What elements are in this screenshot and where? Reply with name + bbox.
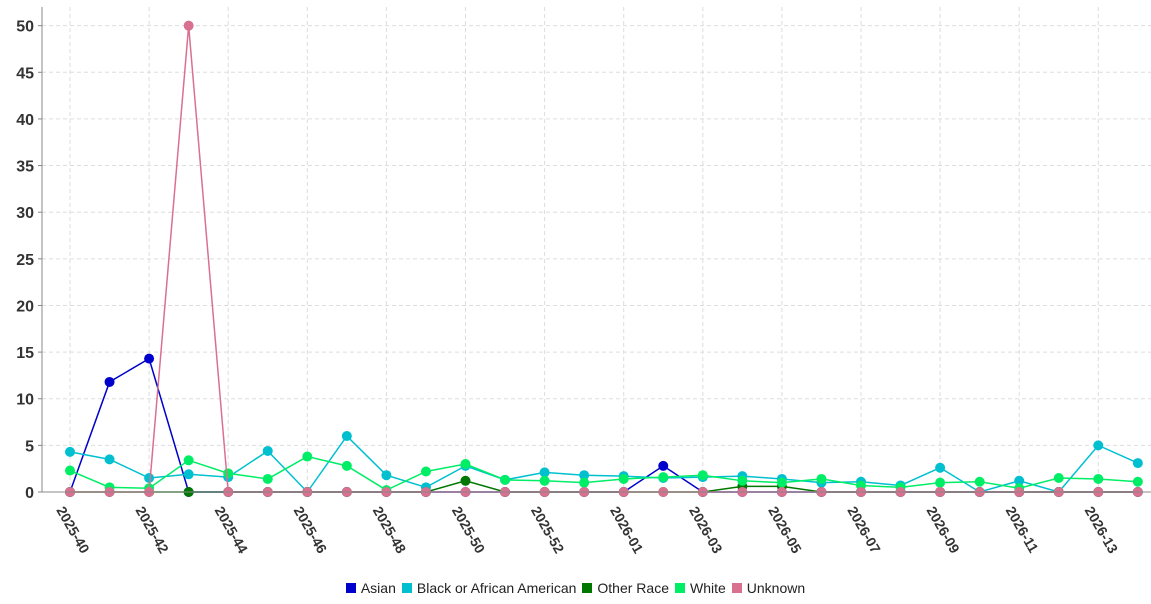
data-point-white [183, 455, 194, 466]
legend-item: Black or African American [401, 580, 577, 596]
legend-label: Asian [360, 580, 396, 596]
x-tick-label: 2026-01 [607, 504, 647, 557]
x-tick-label: 2025-42 [133, 504, 173, 557]
legend-item: Asian [345, 580, 396, 596]
data-point-black-or-african-american [1132, 458, 1143, 469]
data-point-white [1093, 473, 1104, 484]
y-tick-label: 10 [16, 392, 34, 409]
data-point-black-or-african-american [183, 469, 194, 480]
x-tick-label: 2026-13 [1082, 504, 1122, 557]
data-point-asian [658, 460, 669, 471]
legend-swatch [674, 583, 685, 593]
data-point-white [776, 477, 787, 488]
legend: Asian Black or African American Other Race… [0, 580, 1151, 596]
data-point-white [460, 459, 471, 470]
data-point-black-or-african-american [144, 473, 155, 484]
y-tick-label: 40 [16, 112, 34, 129]
x-tick-label: 2025-50 [449, 504, 489, 557]
series-line-black-or-african-american [69, 434, 1139, 494]
plot-background [42, 7, 1151, 492]
y-tick-label: 20 [16, 298, 34, 315]
data-point-black-or-african-american [341, 431, 352, 442]
gridlines [42, 7, 1151, 493]
data-point-white [262, 473, 273, 484]
x-tick-label: 2025-44 [212, 504, 252, 557]
y-tick-label: 0 [25, 485, 34, 502]
data-point-white [539, 475, 550, 486]
x-tick-label: 2025-40 [53, 504, 93, 557]
data-point-black-or-african-american [1093, 440, 1104, 451]
data-point-white [579, 477, 590, 488]
legend-swatch [345, 583, 356, 593]
data-point-white [65, 465, 75, 476]
data-point-white [500, 474, 511, 485]
legend-label: Unknown [746, 580, 806, 596]
data-point-white [816, 473, 827, 484]
data-point-white [658, 472, 669, 483]
data-point-white [1132, 476, 1143, 487]
data-point-white [302, 451, 313, 462]
data-point-black-or-african-american [262, 445, 273, 456]
y-axis: 0 5 10 15 20 25 30 35 40 45 50 [16, 19, 42, 502]
y-tick-label: 45 [16, 65, 34, 82]
legend-label: Other Race [597, 580, 669, 596]
data-point-white [223, 468, 234, 479]
y-tick-label: 30 [16, 205, 34, 222]
data-point-white [618, 473, 629, 484]
data-point-unknown [183, 20, 194, 31]
data-point-black-or-african-american [381, 470, 392, 481]
data-point-asian [104, 376, 115, 387]
legend-item: White [674, 580, 726, 596]
data-point-white [341, 460, 352, 471]
data-point-black-or-african-american [104, 454, 115, 465]
legend-item: Other Race [582, 580, 669, 596]
x-tick-label: 2025-46 [291, 504, 331, 557]
legend-label: White [689, 580, 726, 596]
legend-swatch [582, 583, 593, 593]
x-tick-label: 2025-48 [370, 504, 410, 557]
x-tick-label: 2025-52 [528, 504, 568, 557]
data-point-black-or-african-american [539, 467, 550, 478]
x-tick-label: 2026-05 [765, 504, 805, 557]
x-axis: 2025-40 2025-42 2025-44 2025-46 2025-48 2025-… [53, 492, 1121, 556]
series-line-white [69, 455, 1138, 491]
data-point-white [737, 475, 748, 486]
x-tick-label: 2026-07 [844, 504, 884, 557]
data-point-white [1053, 473, 1064, 484]
y-tick-label: 35 [16, 159, 34, 176]
x-tick-label: 2026-09 [924, 504, 964, 557]
x-tick-label: 2026-11 [1003, 504, 1042, 556]
legend-item: Unknown [731, 580, 806, 596]
data-point-white [935, 477, 946, 488]
legend-swatch [731, 583, 742, 593]
data-point-asian [144, 353, 155, 364]
y-tick-label: 5 [25, 438, 34, 455]
y-tick-label: 25 [16, 252, 34, 269]
data-point-white [420, 466, 431, 477]
data-point-other-race [460, 475, 471, 486]
data-point-black-or-african-american [935, 462, 946, 473]
data-point-black-or-african-american [1014, 475, 1025, 486]
legend-label: Black or African American [416, 580, 577, 596]
x-tick-label: 2026-03 [686, 504, 726, 557]
y-tick-label: 50 [16, 19, 34, 36]
data-point-black-or-african-american [579, 470, 590, 481]
y-tick-label: 15 [16, 345, 34, 362]
legend-swatch [401, 583, 412, 593]
data-point-black-or-african-american [65, 446, 75, 457]
data-point-white [697, 470, 708, 481]
data-point-white [974, 476, 985, 487]
